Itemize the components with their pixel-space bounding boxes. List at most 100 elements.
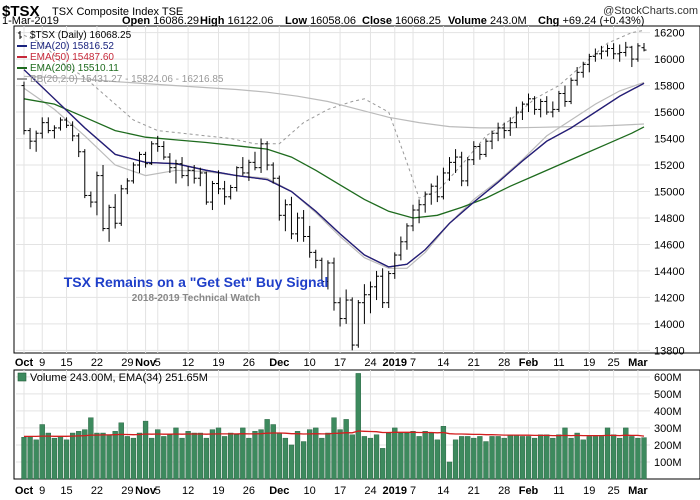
price-tick-label: 14000 [654, 319, 685, 331]
ohlc-bar [404, 223, 410, 250]
date-tick-label: Nov [135, 357, 157, 369]
volume-bar [525, 436, 532, 480]
quote-low: Low 16058.06 [285, 15, 356, 27]
volume-bar [471, 437, 477, 480]
volume-bar [313, 427, 319, 480]
ohlc-bar [149, 141, 155, 166]
volume-bar [252, 431, 258, 480]
ohlc-bar [100, 165, 106, 232]
date-tick-label: 11 [553, 485, 564, 497]
ohlc-bar [574, 67, 580, 86]
ohlc-bar [64, 117, 70, 128]
volume-bar [592, 436, 599, 480]
price-tick-label: 15200 [654, 160, 685, 172]
ohlc-bar [167, 153, 173, 173]
ohlc-bar [288, 196, 294, 240]
volume-bar [185, 431, 191, 480]
date-tick-label: 5 [155, 485, 161, 497]
volume-bar [398, 432, 404, 480]
volume-bar [124, 436, 130, 480]
quote-date: 1-Mar-2019 [2, 15, 59, 27]
legend-label: BB(20,2.0) 15431.27 - 15824.06 - 16216.8… [30, 74, 224, 85]
volume-bar [507, 434, 513, 480]
volume-bar [550, 437, 556, 480]
date-tick-label: 10 [304, 485, 316, 497]
volume-bar [264, 419, 270, 480]
date-tick-label: 19 [583, 485, 595, 497]
date-tick-label: 19 [212, 485, 224, 497]
ohlc-bar [641, 42, 647, 52]
ohlc-bar [234, 166, 240, 192]
ohlc-bar [465, 157, 471, 187]
price-tick-label: 15600 [654, 107, 685, 119]
volume-bar [173, 427, 179, 480]
ohlc-bar [228, 184, 234, 200]
date-tick-label: Nov [135, 485, 157, 497]
volume-bar [325, 432, 331, 480]
volume-bar [562, 427, 568, 480]
ohlc-bar [343, 289, 349, 324]
date-tick-label: Oct [15, 485, 34, 497]
ohlc-bar [264, 141, 270, 171]
ohlc-bar [130, 162, 136, 184]
volume-bar [69, 432, 76, 480]
ohlc-bar [94, 171, 100, 216]
volume-bar [88, 417, 94, 480]
ohlc-bar [532, 96, 538, 115]
legend-label: EMA(200) 15510.11 [30, 63, 119, 74]
volume-bar [416, 436, 422, 480]
ohlc-bar [501, 122, 507, 139]
ohlc-bar [623, 41, 629, 57]
ohlc-bar [118, 184, 124, 226]
ohlc-bar [580, 61, 586, 78]
volume-bar [556, 434, 562, 480]
volume-bar [258, 429, 264, 480]
volume-tick-label: 500M [654, 389, 682, 401]
ohlc-bar [319, 257, 325, 285]
date-tick-label: 21 [468, 357, 480, 369]
volume-bar [635, 437, 641, 480]
date-tick-label: 11 [553, 357, 564, 369]
ohlc-bar [453, 149, 459, 173]
date-tick-label: 14 [437, 357, 449, 369]
ohlc-bar [434, 175, 440, 203]
volume-bar [428, 432, 434, 480]
volume-bar [489, 436, 495, 480]
ohlc-bar [568, 77, 574, 105]
volume-bar [361, 436, 368, 480]
price-tick-label: 14600 [654, 239, 685, 251]
bb-upper-line [23, 75, 645, 129]
volume-bar [544, 434, 550, 480]
volume-bar [513, 434, 519, 480]
date-tick-label: 5 [155, 357, 161, 369]
date-tick-label: 14 [437, 485, 449, 497]
ohlc-bar [611, 43, 617, 60]
annotation-title: TSX Remains on a "Get Set" Buy Signal [64, 274, 329, 290]
ohlc-bar [544, 96, 550, 115]
volume-bar [149, 437, 155, 480]
date-tick-label: 17 [334, 357, 346, 369]
ohlc-bar [313, 249, 319, 269]
volume-bar [373, 434, 380, 480]
ohlc-bar [459, 151, 465, 187]
volume-bar [161, 436, 167, 480]
date-tick-label: 29 [121, 485, 133, 497]
date-tick-label: 9 [39, 357, 45, 369]
volume-bar [221, 436, 228, 480]
ohlc-bar [556, 90, 562, 113]
price-tick-label: 16200 [654, 28, 685, 40]
date-tick-label: 24 [364, 485, 376, 497]
volume-legend: Volume 243.00M, EMA(34) 251.65M [30, 372, 208, 384]
volume-bar [379, 448, 386, 480]
date-tick-label: Dec [269, 485, 289, 497]
date-tick-label: 25 [607, 485, 619, 497]
ohlc-bar [519, 101, 525, 120]
volume-bar [118, 422, 124, 480]
volume-bar [331, 417, 337, 480]
ohlc-bar [51, 125, 57, 139]
ohlc-bar [586, 53, 592, 73]
volume-bar [446, 461, 453, 480]
symbol-label: $TSX [2, 3, 40, 20]
volume-bar [531, 437, 538, 480]
volume-bar [307, 429, 313, 480]
